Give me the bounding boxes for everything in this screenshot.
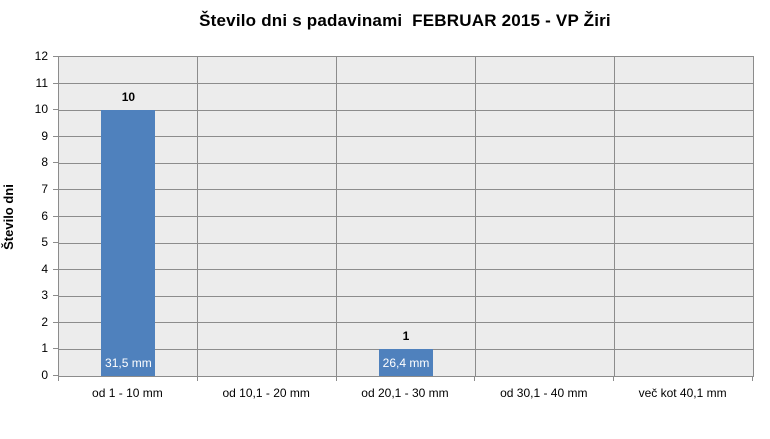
y-tick-label: 1: [41, 341, 48, 356]
gridline-h: [59, 136, 753, 138]
gridline-v: [197, 57, 199, 376]
y-tick-label: 3: [41, 288, 48, 303]
y-tick-label: 9: [41, 128, 48, 143]
bar-value-label: 10: [121, 90, 136, 105]
y-tick-label: 7: [41, 181, 48, 196]
bar-inside-label: 31,5 mm: [105, 356, 152, 370]
y-axis-tick: [53, 109, 58, 111]
y-axis-tick: [53, 82, 58, 84]
y-axis-tick: [53, 268, 58, 270]
y-tick-label: 2: [41, 314, 48, 329]
y-axis-tick: [53, 215, 58, 217]
gridline-h: [59, 295, 753, 297]
gridline-h: [59, 322, 753, 324]
gridline-v: [336, 57, 338, 376]
chart-title: Število dni s padavinami FEBRUAR 2015 - …: [199, 11, 611, 30]
gridline-h: [59, 189, 753, 191]
y-axis-tick: [53, 56, 58, 57]
y-axis-tick: [53, 135, 58, 137]
gridline-v: [474, 57, 476, 376]
y-tick-label: 6: [41, 208, 48, 223]
gridline-h: [59, 162, 753, 164]
x-axis-tick: [752, 376, 753, 381]
y-axis-title: Število dni: [1, 184, 16, 250]
y-tick-label: 12: [34, 49, 48, 63]
x-category-label: od 30,1 - 40 mm: [500, 386, 588, 400]
gridline-h: [59, 348, 753, 350]
x-axis-tick: [613, 376, 615, 381]
gridline-h: [59, 83, 753, 85]
y-tick-label: 8: [41, 155, 48, 170]
x-axis-tick: [196, 376, 198, 381]
gridline-h: [59, 109, 753, 111]
y-axis-tick: [53, 321, 58, 323]
y-axis-tick: [53, 375, 58, 376]
x-category-label: več kot 40,1 mm: [638, 386, 727, 400]
x-axis-tick: [58, 376, 59, 381]
y-tick-label: 4: [41, 261, 48, 276]
bar-od 20,1 - 30 mm: [379, 349, 433, 376]
x-category-label: od 20,1 - 30 mm: [361, 386, 449, 400]
gridline-h: [59, 216, 753, 217]
y-tick-label: 11: [35, 75, 48, 90]
x-category-label: od 1 - 10 mm: [92, 386, 163, 400]
gridline-v: [613, 57, 615, 376]
y-axis-tick: [53, 188, 58, 190]
bar-inside-label: 26,4 mm: [382, 355, 430, 370]
y-tick-label: 0: [41, 368, 48, 382]
y-axis-tick: [53, 348, 58, 350]
y-axis-tick: [53, 162, 58, 164]
gridline-h: [59, 269, 753, 271]
gridline-h: [59, 242, 753, 244]
x-axis-tick: [474, 376, 476, 381]
y-axis-tick: [53, 295, 58, 297]
plot-area: 10 31,5 mm 1 26,4 mm: [58, 56, 754, 377]
x-category-label: od 10,1 - 20 mm: [222, 386, 310, 400]
y-tick-label: 5: [41, 235, 48, 250]
y-axis-tick: [53, 242, 58, 244]
bar-od 1 - 10 mm: [101, 110, 156, 376]
y-tick-label: 10: [34, 102, 48, 117]
x-axis-tick: [335, 376, 337, 381]
bar-value-label: 1: [402, 329, 410, 344]
